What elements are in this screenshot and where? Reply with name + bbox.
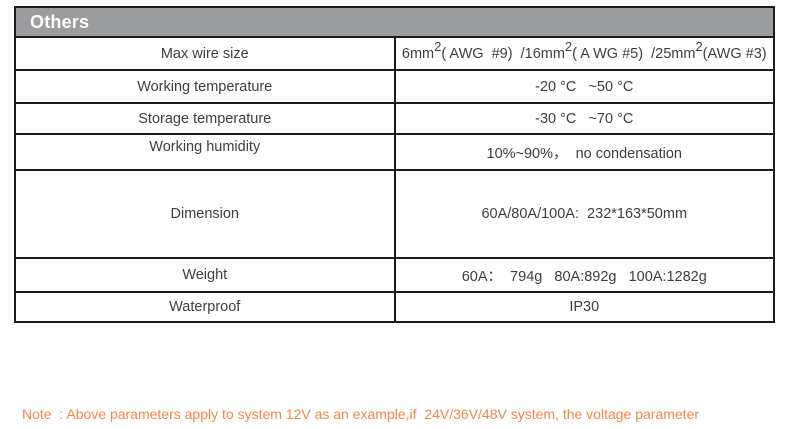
- spec-value-storage-temperature: -30 °C ~70 °C: [393, 102, 775, 135]
- table-row-weight: Weight 60A： 794g 80A:892g 100A:1282g: [14, 257, 775, 293]
- note-line-1: Note : Above parameters apply to system …: [22, 406, 700, 422]
- voltage-note: Note : Above parameters apply to system …: [22, 364, 774, 429]
- spec-label-waterproof: Waterproof: [14, 291, 396, 323]
- spec-value-working-temperature: -20 °C ~50 °C: [393, 69, 775, 104]
- spec-label-working-humidity: Working humidity: [14, 133, 396, 171]
- wire-size-text: (AWG #3): [702, 45, 767, 62]
- spec-value-dimension: 60A/80A/100A: 232*163*50mm: [393, 169, 775, 259]
- spec-label-dimension: Dimension: [14, 169, 396, 259]
- table-row-max-wire-size: Max wire size 6mm2( AWG #9) /16mm2( A WG…: [14, 36, 775, 71]
- table-title: Others: [14, 6, 775, 38]
- table-row-working-temperature: Working temperature -20 °C ~50 °C: [14, 69, 775, 104]
- spec-label-storage-temperature: Storage temperature: [14, 102, 396, 135]
- table-row-dimension: Dimension 60A/80A/100A: 232*163*50mm: [14, 169, 775, 259]
- spec-value-waterproof: IP30: [393, 291, 775, 323]
- wire-size-text: ( A WG #5) /25mm: [572, 45, 696, 62]
- spec-value-max-wire-size: 6mm2( AWG #9) /16mm2( A WG #5) /25mm2(AW…: [393, 36, 775, 71]
- table-row-working-humidity: Working humidity 10%~90%， no condensatio…: [14, 133, 775, 171]
- spec-label-weight: Weight: [14, 257, 396, 293]
- spec-label-max-wire-size: Max wire size: [14, 36, 396, 71]
- spec-value-weight: 60A： 794g 80A:892g 100A:1282g: [393, 257, 775, 293]
- others-spec-table: Others Max wire size 6mm2( AWG #9) /16mm…: [14, 6, 775, 323]
- spec-label-working-temperature: Working temperature: [14, 69, 396, 104]
- table-row-waterproof: Waterproof IP30: [14, 291, 775, 323]
- wire-size-text: ( AWG #9) /16mm: [441, 45, 565, 62]
- spec-value-working-humidity: 10%~90%， no condensation: [393, 133, 775, 171]
- table-header-row: Others: [14, 6, 775, 38]
- table-row-storage-temperature: Storage temperature -30 °C ~70 °C: [14, 102, 775, 135]
- wire-size-text: 6mm: [401, 45, 435, 62]
